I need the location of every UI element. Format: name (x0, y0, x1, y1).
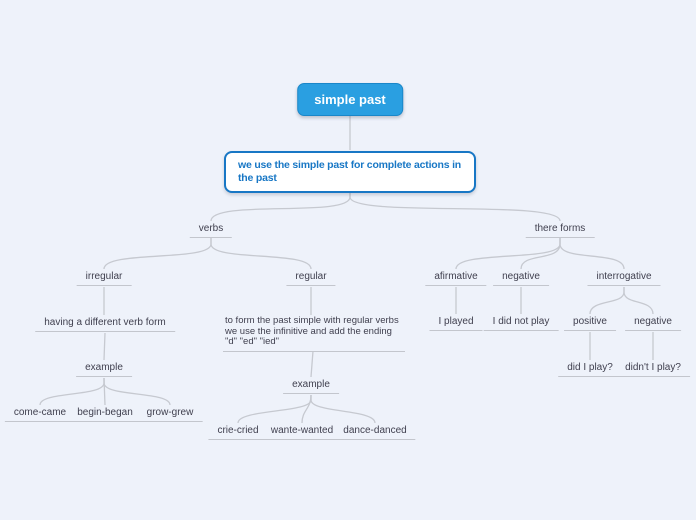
node-crie-cried[interactable]: crie-cried (208, 424, 268, 440)
node-positive[interactable]: positive (564, 315, 616, 331)
connector (103, 378, 171, 406)
node-regular[interactable]: regular (286, 270, 336, 286)
node-did-i-play[interactable]: did I play? (558, 361, 622, 377)
connector (210, 238, 312, 270)
connector (310, 350, 314, 378)
node-dance-danced[interactable]: dance-danced (334, 424, 416, 440)
connector (210, 191, 351, 222)
node-regular-rule[interactable]: to form the past simple with regular ver… (223, 315, 405, 352)
node-i-did-not-play[interactable]: I did not play (483, 315, 559, 331)
node-interrogative[interactable]: interrogative (587, 270, 661, 286)
node-negative-form[interactable]: negative (493, 270, 549, 286)
node-interrogative-negative[interactable]: negative (625, 315, 681, 331)
node-afirmative[interactable]: afirmative (425, 270, 487, 286)
node-grow-grew[interactable]: grow-grew (137, 406, 203, 422)
connector (103, 332, 106, 361)
node-there-forms[interactable]: there forms (525, 222, 595, 238)
connector (455, 238, 561, 270)
node-regular-example[interactable]: example (283, 378, 339, 394)
connector (39, 378, 105, 406)
node-irregular-example[interactable]: example (76, 361, 132, 377)
root-node-simple-past[interactable]: simple past (297, 83, 403, 116)
node-come-came[interactable]: come-came (4, 406, 76, 422)
connector (349, 191, 561, 222)
connector (237, 395, 312, 424)
info-node-definition[interactable]: we use the simple past for complete acti… (224, 151, 476, 193)
connector (301, 394, 312, 424)
connector (623, 287, 654, 315)
connector (103, 238, 212, 270)
node-irregular[interactable]: irregular (76, 270, 132, 286)
node-verbs[interactable]: verbs (189, 222, 233, 238)
connector (310, 395, 376, 424)
node-wante-wanted[interactable]: wante-wanted (261, 424, 343, 440)
connector (559, 238, 625, 270)
connector (520, 238, 561, 270)
node-begin-began[interactable]: begin-began (68, 406, 142, 422)
node-i-played[interactable]: I played (429, 315, 483, 331)
node-didnt-i-play[interactable]: didn't I play? (616, 361, 690, 377)
node-having-different-verb-form[interactable]: having a different verb form (35, 316, 175, 332)
connector (589, 287, 625, 315)
connector (103, 377, 106, 406)
